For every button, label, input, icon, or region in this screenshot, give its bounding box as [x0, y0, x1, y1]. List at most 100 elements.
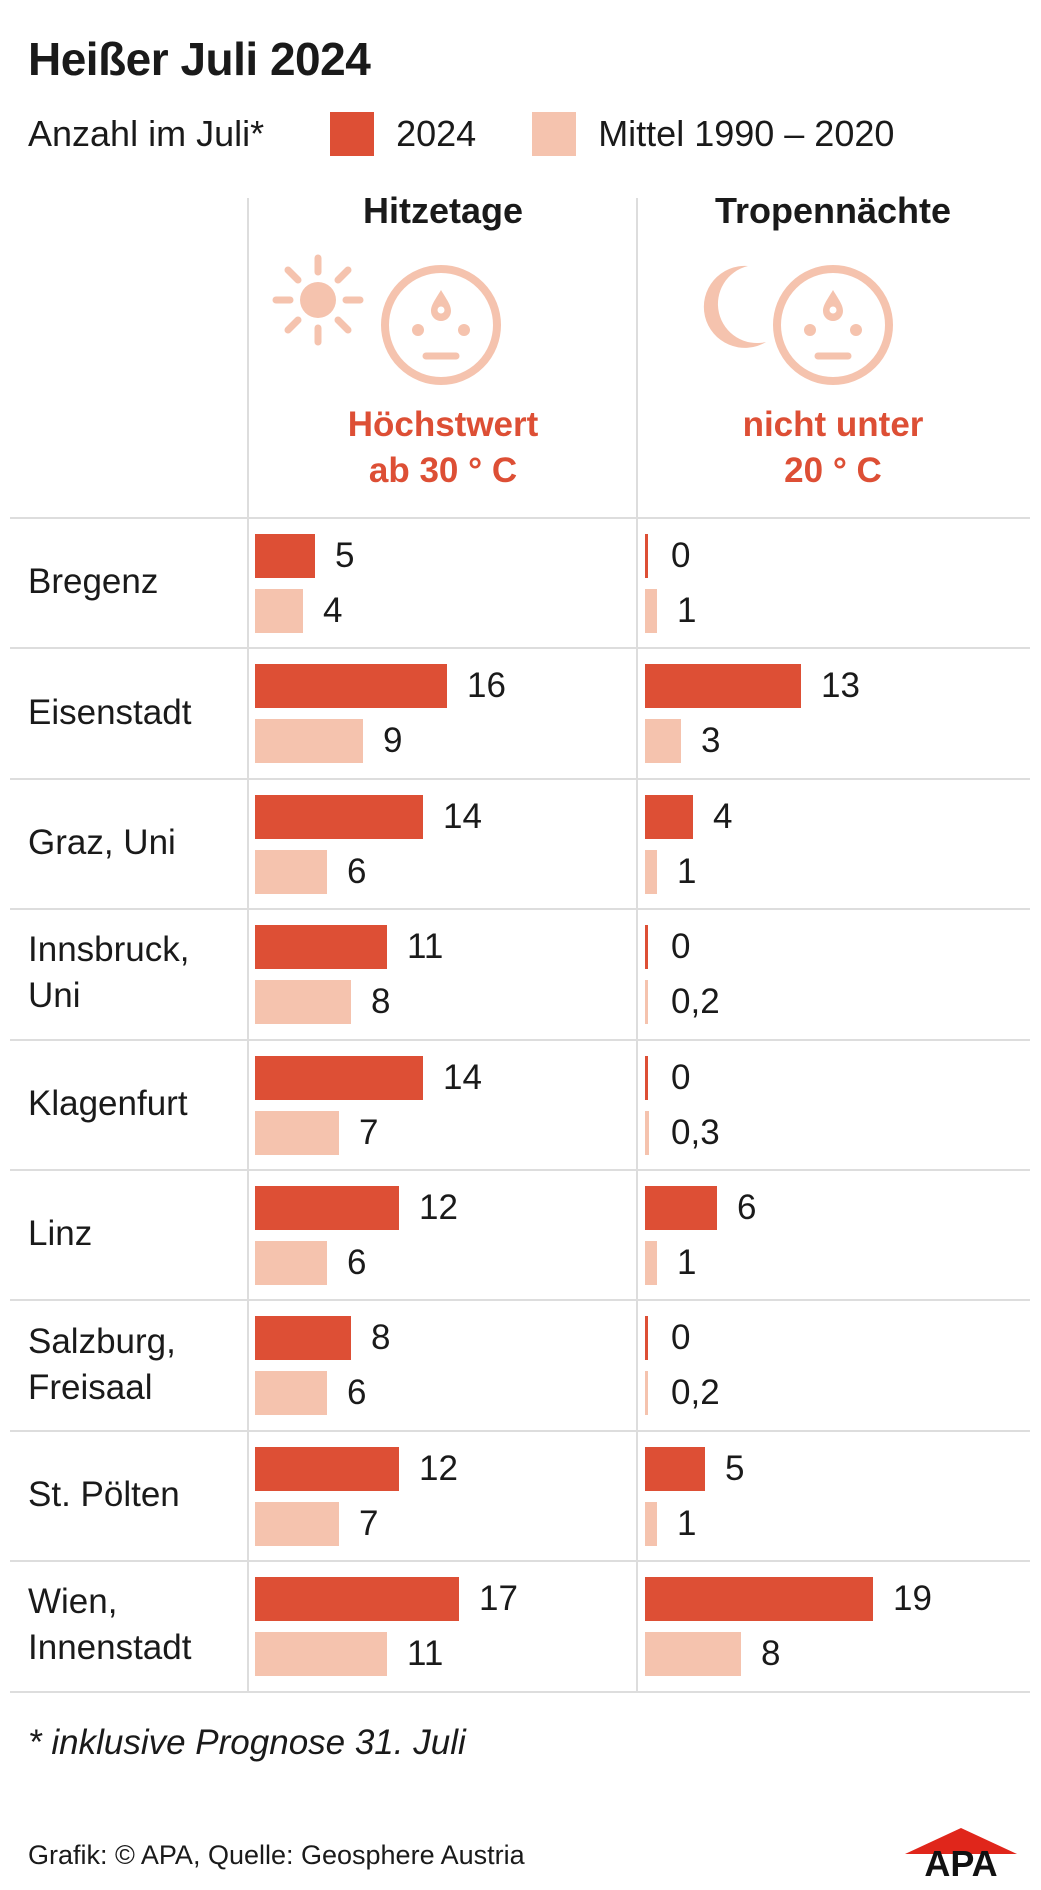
- row-divider: [10, 1560, 1030, 1562]
- bar-2024: [255, 1186, 399, 1230]
- row-divider: [10, 647, 1030, 649]
- bar-2024: [255, 1577, 459, 1621]
- bar-mittel: [255, 1502, 339, 1546]
- city-label: Klagenfurt: [28, 1081, 188, 1127]
- city-label-line: Linz: [28, 1214, 93, 1253]
- bar-mittel: [645, 1241, 657, 1285]
- bar-mittel: [255, 719, 363, 763]
- bar-mittel: [255, 1632, 387, 1676]
- data-label: 6: [737, 1188, 757, 1227]
- bar-2024: [645, 1316, 648, 1360]
- data-label: 0,2: [671, 982, 720, 1021]
- sweating-face-icon: [773, 265, 893, 385]
- city-label-line: Innenstadt: [28, 1628, 192, 1667]
- bar-2024: [645, 1447, 705, 1491]
- data-label: 1: [677, 852, 697, 891]
- legend: Anzahl im Juli* 2024 Mittel 1990 – 2020: [28, 110, 950, 158]
- city-label-line: Bregenz: [28, 562, 159, 601]
- bar-mittel: [645, 1502, 657, 1546]
- row-divider: [10, 1039, 1030, 1041]
- city-label-line: St. Pölten: [28, 1475, 180, 1514]
- row-divider: [10, 1691, 1030, 1693]
- bar-2024: [645, 664, 801, 708]
- row-divider: [10, 908, 1030, 910]
- data-label: 4: [323, 591, 343, 630]
- legend-swatch-mittel: [532, 112, 577, 156]
- legend-label-2024: 2024: [396, 113, 477, 154]
- bar-mittel: [645, 1632, 741, 1676]
- bar-mittel: [255, 589, 303, 633]
- data-label: 0: [671, 1318, 691, 1357]
- data-label: 3: [701, 721, 721, 760]
- bar-2024: [255, 664, 447, 708]
- data-label: 8: [371, 1318, 391, 1357]
- city-label-line: Wien,: [28, 1582, 118, 1621]
- footnote: * inklusive Prognose 31. Juli: [28, 1723, 466, 1762]
- row-divider: [10, 1299, 1030, 1301]
- bar-2024: [645, 925, 648, 969]
- bar-2024: [255, 925, 387, 969]
- data-label: 4: [713, 797, 733, 836]
- data-label: 0: [671, 1058, 691, 1097]
- data-label: 11: [407, 927, 444, 966]
- bar-mittel: [255, 980, 351, 1024]
- moon-icon: [703, 265, 766, 348]
- data-label: 6: [347, 1243, 367, 1282]
- data-label: 1: [677, 591, 697, 630]
- row-divider: [10, 517, 1030, 519]
- column-title-hitzetage: Hitzetage: [362, 190, 524, 231]
- city-label: St. Pölten: [28, 1472, 180, 1518]
- column-desc-hitzetage: Höchstwert ab 30 ° C: [248, 402, 638, 494]
- data-label: 14: [443, 797, 482, 836]
- column-divider: [636, 198, 638, 1692]
- city-label-line: Salzburg,: [28, 1322, 176, 1361]
- data-label: 6: [347, 852, 367, 891]
- data-label: 17: [479, 1579, 518, 1618]
- bar-2024: [645, 1577, 873, 1621]
- data-label: 12: [419, 1188, 458, 1227]
- city-label-line: Eisenstadt: [28, 693, 192, 732]
- bar-2024: [255, 795, 423, 839]
- city-label-line: Klagenfurt: [28, 1084, 188, 1123]
- bar-2024: [255, 1447, 399, 1491]
- data-label: 7: [359, 1504, 379, 1543]
- data-label: 8: [761, 1634, 781, 1673]
- bar-mittel: [255, 1241, 327, 1285]
- bar-mittel: [645, 850, 657, 894]
- data-label: 5: [725, 1449, 745, 1488]
- data-label: 7: [359, 1113, 379, 1152]
- city-label: Bregenz: [28, 559, 158, 605]
- data-label: 0,3: [671, 1113, 720, 1152]
- sweating-face-icon: [381, 265, 501, 385]
- legend-label-mittel: Mittel 1990 – 2020: [598, 113, 895, 154]
- bar-mittel: [255, 1111, 339, 1155]
- city-label: Linz: [28, 1211, 92, 1257]
- data-label: 16: [467, 666, 506, 705]
- row-divider: [10, 1430, 1030, 1432]
- data-label: 1: [677, 1504, 697, 1543]
- sun-icon: [272, 254, 364, 346]
- legend-swatch-2024: [330, 112, 375, 156]
- data-label: 11: [407, 1634, 444, 1673]
- data-label: 12: [419, 1449, 458, 1488]
- chart-title: Heißer Juli 2024: [28, 33, 371, 85]
- column-desc-line: ab 30 ° C: [368, 451, 518, 490]
- data-label: 0,2: [671, 1373, 720, 1412]
- bar-mittel: [255, 850, 327, 894]
- bar-2024: [255, 1056, 423, 1100]
- data-label: 13: [821, 666, 860, 705]
- bar-mittel: [645, 1371, 648, 1415]
- bar-mittel: [645, 980, 648, 1024]
- column-desc-line: Höchstwert: [347, 405, 539, 444]
- bar-2024: [645, 1186, 717, 1230]
- data-label: 8: [371, 982, 391, 1021]
- bar-2024: [645, 795, 693, 839]
- column-desc-line: 20 ° C: [784, 451, 882, 490]
- column-title-tropennaechte: Tropennächte: [714, 190, 952, 231]
- data-label: 6: [347, 1373, 367, 1412]
- bar-mittel: [645, 1111, 649, 1155]
- bar-2024: [255, 534, 315, 578]
- data-label: 9: [383, 721, 403, 760]
- source-credit: Grafik: © APA, Quelle: Geosphere Austria: [28, 1840, 525, 1870]
- data-label: 14: [443, 1058, 482, 1097]
